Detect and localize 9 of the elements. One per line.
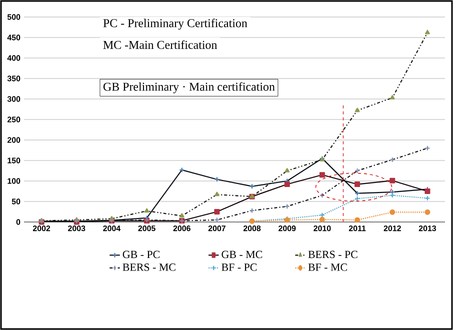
legend-label: BF - PC	[222, 264, 257, 271]
annotation: MC -Main Certification	[103, 40, 218, 49]
legend-label: BERS - PC	[308, 250, 358, 258]
legend-label: BF - MC	[308, 264, 347, 271]
annotation: PC - Preliminary Certification	[103, 18, 248, 30]
annotation: GB Preliminary · Main certification	[103, 82, 275, 94]
legend-label: BERS - MC	[122, 264, 176, 271]
legend-label: GB - MC	[222, 250, 262, 258]
legend-label: GB - PC	[122, 250, 160, 258]
